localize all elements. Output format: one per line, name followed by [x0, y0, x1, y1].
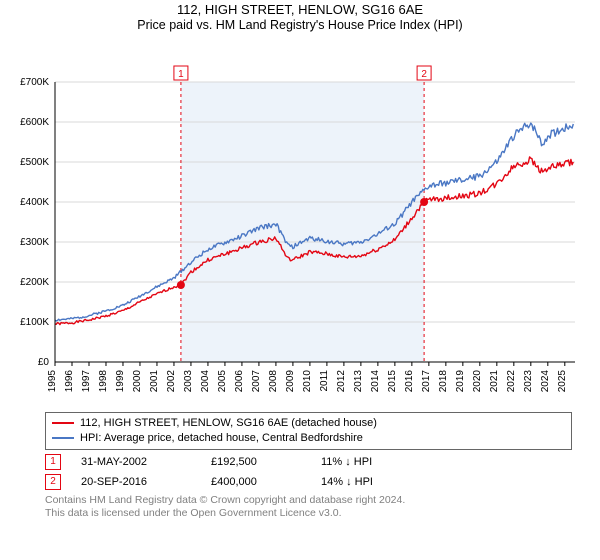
- svg-text:£700K: £700K: [20, 77, 49, 88]
- legend-swatch-hpi: [52, 437, 74, 439]
- svg-text:2003: 2003: [183, 370, 194, 393]
- svg-text:2019: 2019: [455, 370, 466, 393]
- svg-text:2010: 2010: [302, 370, 313, 393]
- transaction-pct-vs-hpi: 11% ↓ HPI: [321, 456, 421, 468]
- svg-text:2008: 2008: [268, 370, 279, 393]
- svg-text:1999: 1999: [115, 370, 126, 393]
- svg-text:2025: 2025: [557, 370, 568, 393]
- transaction-price: £400,000: [211, 476, 321, 488]
- svg-text:2016: 2016: [404, 370, 415, 393]
- legend-box: 112, HIGH STREET, HENLOW, SG16 6AE (deta…: [45, 412, 572, 450]
- svg-text:£400K: £400K: [20, 197, 49, 208]
- svg-text:2017: 2017: [421, 370, 432, 393]
- svg-text:2004: 2004: [200, 370, 211, 393]
- svg-text:2002: 2002: [166, 370, 177, 393]
- svg-text:2013: 2013: [353, 370, 364, 393]
- legend-label-hpi: HPI: Average price, detached house, Cent…: [80, 431, 363, 446]
- svg-text:1995: 1995: [47, 370, 58, 393]
- svg-text:£500K: £500K: [20, 157, 49, 168]
- svg-text:1: 1: [178, 69, 184, 80]
- legend-swatch-subject: [52, 422, 74, 424]
- svg-text:2021: 2021: [489, 370, 500, 393]
- svg-text:2015: 2015: [387, 370, 398, 393]
- transaction-row: 1 31-MAY-2002£192,50011% ↓ HPI: [45, 454, 600, 470]
- transaction-marker: 2: [45, 474, 61, 490]
- price-chart: £0 £100K £200K £300K £400K £500K £600K £700K 1 2 1…: [0, 32, 600, 410]
- svg-text:£0: £0: [38, 357, 50, 368]
- svg-text:£100K: £100K: [20, 317, 49, 328]
- svg-text:2009: 2009: [285, 370, 296, 393]
- page-title-address: 112, HIGH STREET, HENLOW, SG16 6AE: [0, 2, 600, 17]
- transaction-price: £192,500: [211, 456, 321, 468]
- svg-text:2018: 2018: [438, 370, 449, 393]
- legend-item-subject: 112, HIGH STREET, HENLOW, SG16 6AE (deta…: [52, 416, 565, 431]
- transaction-date: 20-SEP-2016: [81, 476, 211, 488]
- svg-text:1998: 1998: [98, 370, 109, 393]
- legend-label-subject: 112, HIGH STREET, HENLOW, SG16 6AE (deta…: [80, 416, 377, 431]
- svg-text:2024: 2024: [540, 370, 551, 393]
- svg-text:2006: 2006: [234, 370, 245, 393]
- transaction-marker: 1: [45, 454, 61, 470]
- svg-text:2012: 2012: [336, 370, 347, 393]
- svg-text:£600K: £600K: [20, 117, 49, 128]
- svg-text:2001: 2001: [149, 370, 160, 393]
- footer-attribution: Contains HM Land Registry data © Crown c…: [45, 494, 572, 520]
- svg-text:2007: 2007: [251, 370, 262, 393]
- svg-text:2022: 2022: [506, 370, 517, 393]
- svg-text:£300K: £300K: [20, 237, 49, 248]
- transaction-pct-vs-hpi: 14% ↓ HPI: [321, 476, 421, 488]
- svg-text:1996: 1996: [64, 370, 75, 393]
- svg-text:£200K: £200K: [20, 277, 49, 288]
- svg-text:2014: 2014: [370, 370, 381, 393]
- svg-text:2000: 2000: [132, 370, 143, 393]
- transaction-date: 31-MAY-2002: [81, 456, 211, 468]
- footer-line2: This data is licensed under the Open Gov…: [45, 507, 572, 520]
- svg-text:2011: 2011: [319, 370, 330, 392]
- footer-line1: Contains HM Land Registry data © Crown c…: [45, 494, 572, 507]
- svg-text:2005: 2005: [217, 370, 228, 393]
- transaction-row: 2 20-SEP-2016£400,00014% ↓ HPI: [45, 474, 600, 490]
- legend-item-hpi: HPI: Average price, detached house, Cent…: [52, 431, 565, 446]
- svg-text:2020: 2020: [472, 370, 483, 393]
- page-subtitle: Price paid vs. HM Land Registry's House …: [0, 18, 600, 32]
- svg-text:2: 2: [421, 69, 427, 80]
- svg-text:2023: 2023: [523, 370, 534, 393]
- svg-text:1997: 1997: [81, 370, 92, 393]
